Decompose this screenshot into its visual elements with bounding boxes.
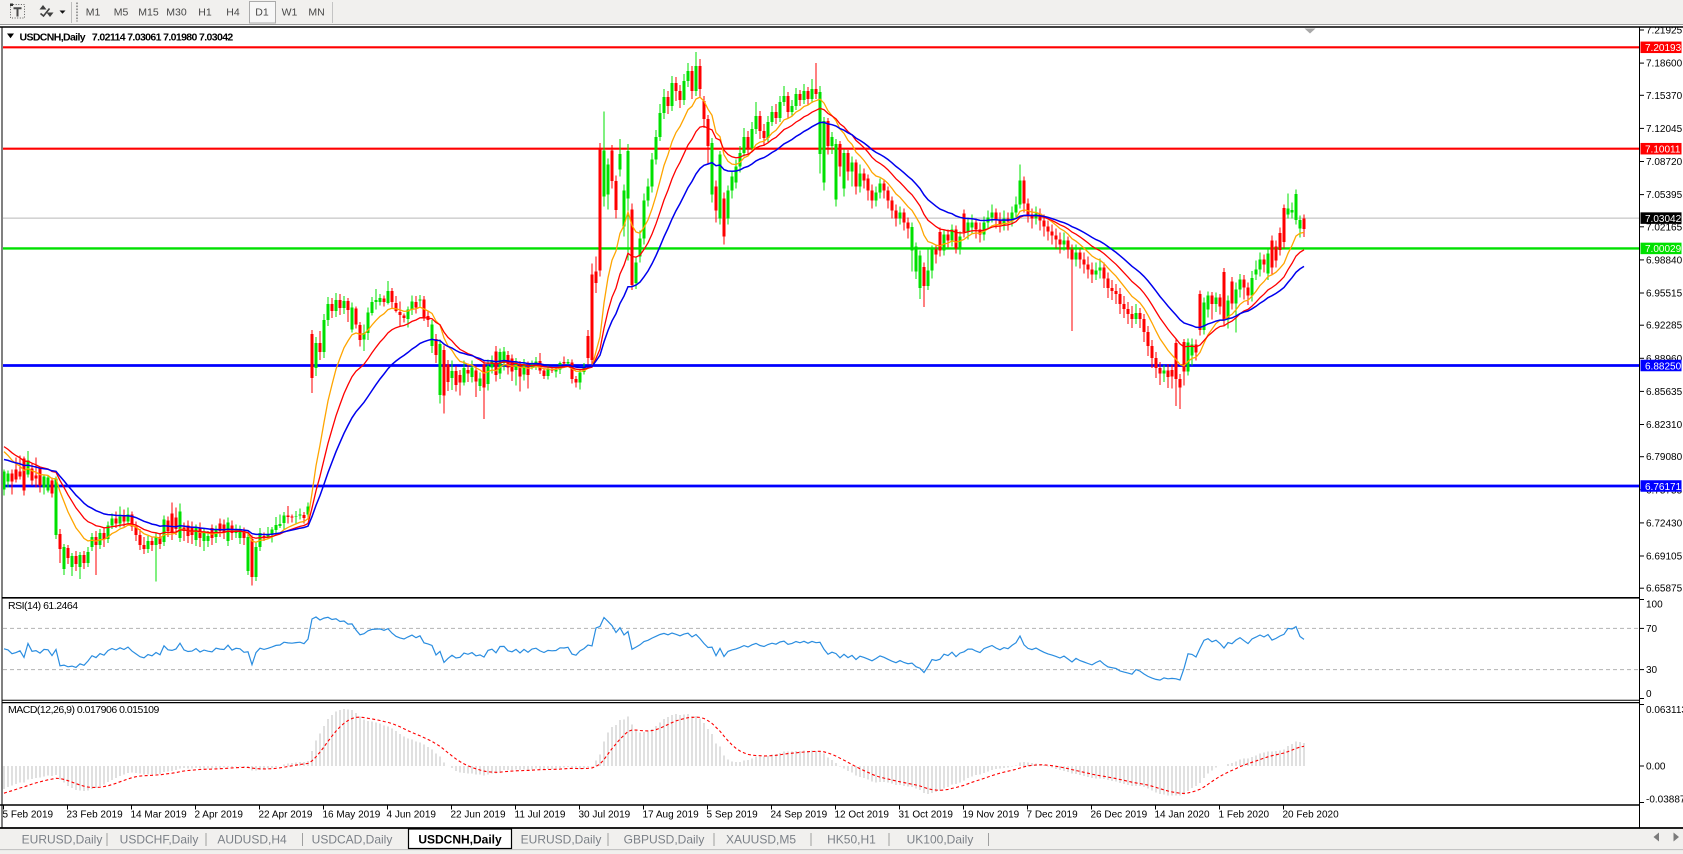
svg-text:16 May 2019: 16 May 2019 [323, 810, 381, 821]
svg-text:6.98840: 6.98840 [1646, 255, 1683, 266]
svg-text:19 Nov 2019: 19 Nov 2019 [963, 810, 1020, 821]
svg-text:6.85635: 6.85635 [1646, 387, 1683, 398]
svg-text:14 Jan 2020: 14 Jan 2020 [1155, 810, 1210, 821]
svg-text:6.79080: 6.79080 [1646, 452, 1683, 463]
svg-text:11 Jul 2019: 11 Jul 2019 [515, 810, 566, 821]
svg-text:7.15370: 7.15370 [1646, 91, 1683, 102]
svg-text:H4: H4 [226, 7, 240, 19]
svg-text:4 Jun 2019: 4 Jun 2019 [387, 810, 437, 821]
svg-text:26 Dec 2019: 26 Dec 2019 [1091, 810, 1148, 821]
svg-text:7.21925: 7.21925 [1646, 26, 1683, 37]
svg-text:6.82310: 6.82310 [1646, 420, 1683, 431]
svg-text:22 Apr 2019: 22 Apr 2019 [259, 810, 313, 821]
svg-text:UK100,Daily: UK100,Daily [907, 833, 974, 847]
svg-text:23 Feb 2019: 23 Feb 2019 [67, 810, 124, 821]
svg-text:7.00029: 7.00029 [1645, 244, 1682, 255]
svg-text:30 Jul 2019: 30 Jul 2019 [579, 810, 631, 821]
svg-text:M30: M30 [166, 7, 187, 19]
svg-text:7.12045: 7.12045 [1646, 124, 1683, 135]
svg-text:USDCHF,Daily: USDCHF,Daily [120, 833, 199, 847]
svg-text:EURUSD,Daily: EURUSD,Daily [521, 833, 602, 847]
svg-text:24 Sep 2019: 24 Sep 2019 [771, 810, 828, 821]
svg-text:5 Feb 2019: 5 Feb 2019 [3, 810, 54, 821]
svg-text:7.08720: 7.08720 [1646, 157, 1683, 168]
svg-text:MN: MN [308, 7, 324, 19]
svg-text:M1: M1 [86, 7, 101, 19]
svg-text:M5: M5 [114, 7, 129, 19]
svg-text:17 Aug 2019: 17 Aug 2019 [643, 810, 700, 821]
svg-text:31 Oct 2019: 31 Oct 2019 [899, 810, 954, 821]
svg-text:7.10011: 7.10011 [1645, 145, 1681, 156]
svg-text:7 Dec 2019: 7 Dec 2019 [1027, 810, 1079, 821]
svg-text:22 Jun 2019: 22 Jun 2019 [451, 810, 506, 821]
svg-text:AUDUSD,H4: AUDUSD,H4 [217, 833, 287, 847]
svg-text:12 Oct 2019: 12 Oct 2019 [835, 810, 890, 821]
svg-text:6.72430: 6.72430 [1646, 518, 1683, 529]
svg-text:6.92285: 6.92285 [1646, 321, 1683, 332]
svg-text:6.95515: 6.95515 [1646, 289, 1683, 300]
svg-text:7.03042: 7.03042 [1645, 214, 1682, 225]
svg-text:XAUUSD,M5: XAUUSD,M5 [726, 833, 796, 847]
svg-text:RSI(14) 61.2464: RSI(14) 61.2464 [8, 600, 78, 612]
svg-text:H1: H1 [198, 7, 212, 19]
svg-text:6.69105: 6.69105 [1646, 552, 1683, 563]
svg-text:MACD(12,26,9) 0.017906 0.01510: MACD(12,26,9) 0.017906 0.015109 [8, 704, 160, 716]
svg-text:USDCNH,Daily: USDCNH,Daily [418, 833, 502, 847]
svg-text:70: 70 [1646, 624, 1658, 635]
svg-text:7.02165: 7.02165 [1646, 222, 1683, 233]
svg-text:0: 0 [1646, 689, 1652, 700]
svg-text:100: 100 [1646, 600, 1663, 611]
svg-text:7.18600: 7.18600 [1646, 59, 1683, 70]
svg-text:M15: M15 [138, 7, 159, 19]
svg-text:0.063113: 0.063113 [1646, 705, 1683, 716]
svg-text:14 Mar 2019: 14 Mar 2019 [131, 810, 188, 821]
svg-text:6.76171: 6.76171 [1645, 482, 1682, 493]
svg-text:0.00: 0.00 [1646, 762, 1666, 773]
svg-text:7.20193: 7.20193 [1645, 43, 1682, 54]
svg-text:6.88250: 6.88250 [1645, 361, 1682, 372]
svg-text:USDCNH,Daily 7.02114 7.03061: USDCNH,Daily 7.02114 7.03061 7.01980 7.0… [20, 32, 234, 44]
svg-text:-0.038872: -0.038872 [1646, 795, 1683, 806]
svg-text:6.65875: 6.65875 [1646, 584, 1683, 595]
svg-text:20 Feb 2020: 20 Feb 2020 [1283, 810, 1340, 821]
svg-text:6.88960: 6.88960 [1646, 354, 1683, 365]
svg-text:USDCAD,Daily: USDCAD,Daily [312, 833, 393, 847]
svg-text:D1: D1 [255, 7, 269, 19]
svg-text:EURUSD,Daily: EURUSD,Daily [22, 833, 103, 847]
svg-text:7.05395: 7.05395 [1646, 190, 1683, 201]
svg-text:W1: W1 [282, 7, 298, 19]
svg-text:GBPUSD,Daily: GBPUSD,Daily [624, 833, 705, 847]
svg-text:2 Apr 2019: 2 Apr 2019 [195, 810, 244, 821]
svg-text:1 Feb 2020: 1 Feb 2020 [1219, 810, 1270, 821]
svg-text:HK50,H1: HK50,H1 [827, 833, 876, 847]
svg-text:5 Sep 2019: 5 Sep 2019 [707, 810, 759, 821]
svg-text:30: 30 [1646, 665, 1658, 676]
